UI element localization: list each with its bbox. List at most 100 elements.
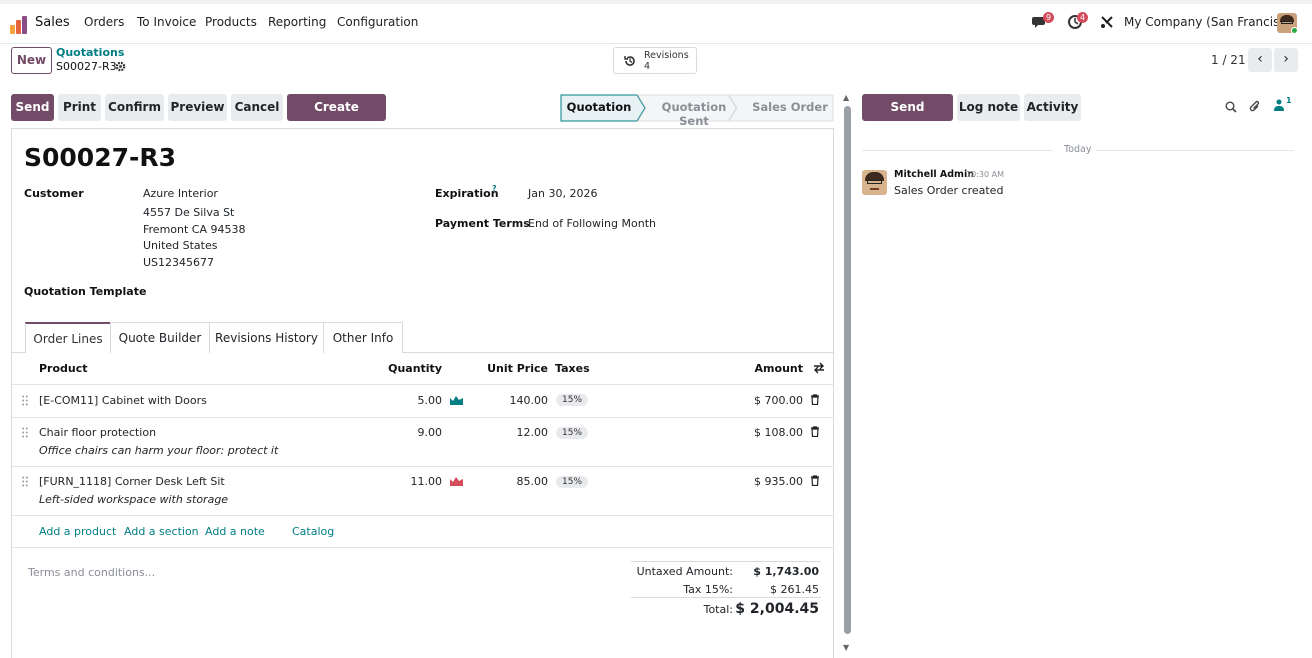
add-section-link[interactable]: Add a section	[124, 525, 199, 538]
tab-revisions-history[interactable]: Revisions History	[209, 322, 324, 353]
tax-badge[interactable]: 15%	[556, 394, 589, 406]
send-button[interactable]: Send	[11, 94, 54, 121]
row-quantity[interactable]: 5.00	[417, 394, 443, 407]
trash-icon[interactable]	[810, 475, 820, 486]
expiration-field[interactable]: Jan 30, 2026	[528, 187, 598, 200]
payment-terms-field[interactable]: End of Following Month	[528, 217, 656, 230]
search-icon[interactable]	[1225, 101, 1237, 113]
row-quantity[interactable]: 9.00	[417, 426, 443, 439]
column-product[interactable]: Product	[39, 362, 88, 375]
row-description[interactable]: Left-sided workspace with storage	[39, 493, 229, 506]
column-taxes[interactable]: Taxes	[555, 362, 590, 375]
print-button[interactable]: Print	[58, 94, 101, 121]
breadcrumb-quotations[interactable]: Quotations	[56, 46, 125, 59]
sales-app-icon[interactable]	[10, 16, 28, 34]
chevron-left-icon: ‹	[1257, 51, 1263, 67]
tax-badge[interactable]: 15%	[556, 476, 589, 488]
followers-button[interactable]: 1	[1274, 96, 1292, 114]
message-time: 10:30 AM	[966, 170, 1004, 179]
form-sheet	[11, 128, 834, 658]
confirm-button[interactable]: Confirm	[105, 94, 164, 121]
tab-order-lines[interactable]: Order Lines	[25, 322, 111, 353]
pager-previous-button[interactable]: ‹	[1248, 48, 1272, 72]
user-icon	[1274, 99, 1284, 111]
add-product-link[interactable]: Add a product	[39, 525, 117, 538]
pager-value[interactable]: 1 / 21	[1211, 53, 1246, 67]
drag-handle-icon[interactable]	[22, 395, 28, 406]
tax-badge[interactable]: 15%	[556, 427, 589, 439]
activity-button[interactable]: Activity	[1024, 94, 1081, 121]
form-scrollbar[interactable]	[844, 106, 851, 634]
add-note-link[interactable]: Add a note	[205, 525, 265, 538]
top-navbar: Sales Orders To Invoice Products Reporti…	[0, 0, 1312, 44]
tax-value: $ 261.45	[770, 583, 819, 596]
cancel-button[interactable]: Cancel	[231, 94, 283, 121]
forecast-chart-icon[interactable]	[450, 395, 463, 405]
tabs-divider	[12, 352, 833, 353]
revisions-smart-button[interactable]: Revisions 4	[613, 47, 697, 74]
terms-and-conditions-input[interactable]: Terms and conditions...	[28, 566, 156, 579]
log-note-button[interactable]: Log note	[957, 94, 1020, 121]
date-separator-line-left	[862, 150, 1052, 151]
optional-columns-icon[interactable]	[813, 362, 825, 377]
customer-name[interactable]: Azure Interior	[143, 187, 218, 200]
menu-reporting[interactable]: Reporting	[268, 15, 327, 29]
menu-configuration[interactable]: Configuration	[337, 15, 419, 29]
trash-icon[interactable]	[810, 394, 820, 405]
scroll-up-icon[interactable]: ▲	[843, 93, 850, 102]
history-icon	[624, 56, 635, 66]
create-revision-button[interactable]: Create Revision	[287, 94, 386, 141]
row-product[interactable]: [E-COM11] Cabinet with Doors	[39, 394, 207, 407]
row-divider	[12, 515, 833, 516]
scroll-down-icon[interactable]: ▼	[843, 643, 850, 652]
messages-button[interactable]: 9	[1032, 12, 1055, 33]
status-sales-order[interactable]: Sales Order	[752, 100, 828, 114]
row-unit-price[interactable]: 12.00	[516, 426, 549, 439]
menu-products[interactable]: Products	[205, 15, 257, 29]
app-name[interactable]: Sales	[35, 15, 70, 30]
status-quotation-sent[interactable]: Quotation Sent	[661, 100, 727, 128]
new-button[interactable]: New	[11, 47, 52, 74]
column-quantity[interactable]: Quantity	[388, 362, 442, 375]
expiration-help-icon[interactable]: ?	[492, 184, 497, 193]
company-switcher[interactable]: My Company (San Francisco)	[1124, 15, 1298, 29]
debug-tools-icon[interactable]	[1100, 15, 1114, 32]
gear-icon[interactable]	[115, 61, 126, 75]
row-amount: $ 935.00	[754, 475, 803, 488]
chat-bubble-icon	[1032, 17, 1045, 28]
customer-label: Customer	[24, 187, 84, 200]
untaxed-amount-label: Untaxed Amount:	[636, 565, 733, 578]
column-unit-price[interactable]: Unit Price	[487, 362, 548, 375]
activities-button[interactable]: 4	[1067, 12, 1089, 33]
row-description[interactable]: Office chairs can harm your floor: prote…	[39, 444, 279, 457]
total-value: $ 2,004.45	[735, 601, 819, 617]
pager-next-button[interactable]: ›	[1274, 48, 1298, 72]
customer-address-city: Fremont CA 94538	[143, 223, 246, 236]
message-author[interactable]: Mitchell Admin	[894, 169, 974, 180]
menu-to-invoice[interactable]: To Invoice	[137, 15, 197, 29]
row-unit-price[interactable]: 140.00	[509, 394, 549, 407]
trash-icon[interactable]	[810, 426, 820, 437]
row-unit-price[interactable]: 85.00	[516, 475, 549, 488]
row-product[interactable]: [FURN_1118] Corner Desk Left Sit	[39, 475, 225, 488]
menu-orders[interactable]: Orders	[84, 15, 125, 29]
tab-quote-builder[interactable]: Quote Builder	[110, 322, 210, 353]
preview-button[interactable]: Preview	[168, 94, 227, 121]
drag-handle-icon[interactable]	[22, 427, 28, 438]
row-divider	[12, 417, 833, 418]
catalog-link[interactable]: Catalog	[292, 525, 335, 538]
drag-handle-icon[interactable]	[22, 476, 28, 487]
forecast-chart-icon[interactable]	[450, 476, 463, 486]
message-author-avatar[interactable]	[862, 170, 887, 195]
date-separator-line-right	[1096, 150, 1294, 151]
column-amount[interactable]: Amount	[754, 362, 803, 375]
paperclip-icon[interactable]	[1249, 100, 1261, 114]
tab-other-info[interactable]: Other Info	[323, 322, 403, 353]
row-quantity[interactable]: 11.00	[410, 475, 443, 488]
tax-label: Tax 15%:	[683, 583, 733, 596]
status-quotation[interactable]: Quotation	[566, 100, 632, 114]
user-avatar[interactable]	[1277, 13, 1297, 33]
send-message-button[interactable]: Send message	[862, 94, 953, 141]
messages-count-badge: 9	[1043, 12, 1055, 23]
row-product[interactable]: Chair floor protection	[39, 426, 157, 439]
